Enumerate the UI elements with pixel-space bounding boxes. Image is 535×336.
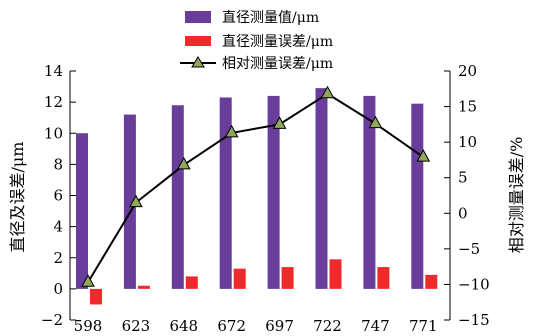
relative-error-line [87,92,424,283]
legend-label-diameter-error: 直径测量误差/μm [222,33,333,50]
relative-error-series [81,85,431,287]
x-tick-label: 623 [122,317,151,335]
left-y-axis-title: 直径及误差/μm [8,142,27,253]
bar-diameter-error [329,259,342,289]
legend-label-diameter: 直径测量值/μm [222,9,319,26]
relative-error-point [176,156,191,170]
bar-diameter-error [377,267,390,289]
right-tick-label: −15 [458,311,490,329]
bar-diameter-error [233,268,246,289]
bars [76,88,438,305]
right-tick-label: −10 [458,275,490,293]
relative-error-point [272,116,287,129]
right-tick-label: 5 [458,169,468,187]
x-tick-label: 771 [409,317,438,335]
bar-diameter [171,105,184,289]
left-tick-label: 4 [53,218,63,236]
legend-swatch-diameter-error [185,36,211,46]
relative-error-point [368,115,383,129]
x-tick-label: 697 [265,317,294,335]
bar-diameter-error [425,274,438,289]
right-tick-label: −5 [458,240,480,258]
right-y-ticks: −15 −10 −5 0 5 10 15 20 [444,62,490,329]
right-tick-label: 10 [458,133,477,151]
bar-diameter [411,103,424,289]
left-tick-label: 10 [44,124,63,142]
bar-diameter [363,95,376,289]
bar-diameter [267,95,280,289]
right-tick-label: 15 [458,98,477,116]
right-tick-label: 0 [458,204,468,222]
bar-diameter [315,88,328,289]
relative-error-point [129,194,143,208]
legend-marker-relative-error [191,56,205,68]
left-tick-label: 2 [53,249,63,267]
x-tick-label: 747 [361,317,390,335]
bar-diameter-error [90,288,102,305]
left-tick-label: 8 [53,155,63,173]
bar-diameter [219,97,232,289]
left-tick-label: 12 [44,93,63,111]
left-tick-label: 14 [44,62,63,80]
relative-error-point [320,85,335,99]
bar-diameter-error [137,285,150,289]
legend-swatch-diameter [185,11,211,23]
legend-label-relative-error: 相对测量误差/μm [222,56,333,72]
bar-diameter-error [281,267,294,289]
relative-error-point [81,274,95,287]
left-tick-label: −2 [41,311,63,329]
x-ticks: 598 623 648 672 697 722 747 771 [74,317,438,335]
right-tick-label: 20 [458,62,477,80]
right-y-axis-title: 相对测量误差/% [507,137,526,254]
x-tick-label: 672 [217,317,246,335]
bar-diameter [123,114,136,289]
legend: 直径测量值/μm 直径测量误差/μm 相对测量误差/μm [180,9,333,72]
left-tick-label: 6 [53,187,63,205]
left-y-ticks: −2 0 2 4 6 8 10 12 14 [41,62,76,329]
left-tick-label: 0 [53,280,63,298]
relative-error-point [224,124,239,138]
x-tick-label: 598 [74,317,103,335]
bar-diameter-error [185,276,198,289]
bar-diameter [76,133,88,289]
x-tick-label: 648 [169,317,198,335]
x-tick-label: 722 [313,317,342,335]
relative-error-point [416,149,431,162]
